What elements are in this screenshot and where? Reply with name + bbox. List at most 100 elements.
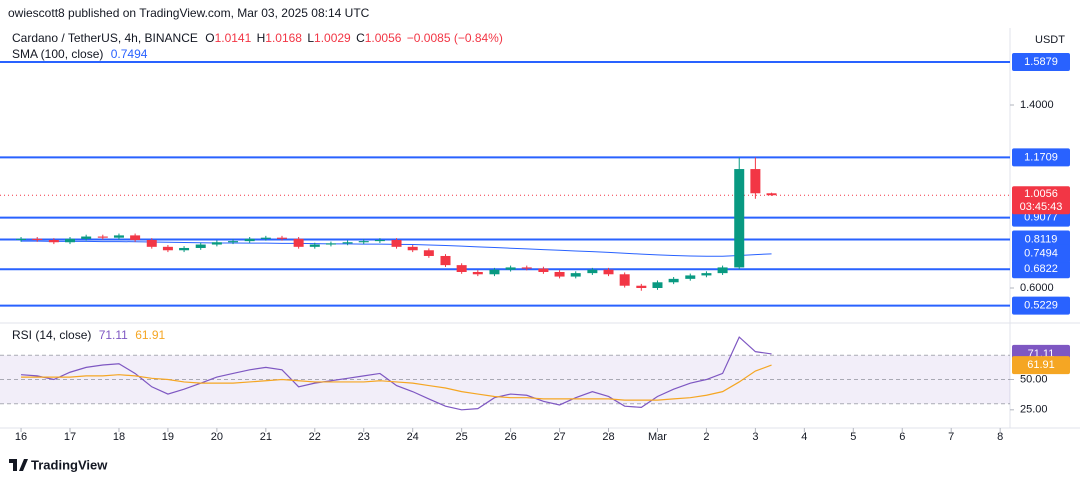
y-tick-label: 25.00 — [1020, 404, 1048, 416]
x-tick-label: 17 — [64, 431, 76, 443]
candle-body — [636, 285, 647, 289]
candle-body — [750, 169, 761, 194]
currency-label: USDT — [1035, 34, 1065, 46]
x-tick-label: 19 — [162, 431, 174, 443]
x-tick-label: 27 — [553, 431, 565, 443]
x-tick-label: 21 — [260, 431, 272, 443]
logo-icon — [9, 459, 28, 471]
symbol-legend: Cardano / TetherUS, 4h, BINANCE O1.0141 … — [12, 31, 503, 45]
ohlc-label: O — [205, 31, 214, 45]
x-tick-label: 8 — [997, 431, 1003, 443]
x-tick-label: 18 — [113, 431, 125, 443]
x-tick-label: 3 — [752, 431, 758, 443]
candle-body — [391, 239, 402, 247]
change: −0.0085 (−0.84%) — [407, 31, 503, 45]
candle-body — [734, 169, 745, 268]
level-label-box — [1012, 230, 1070, 249]
level-label: 0.9077 — [1024, 212, 1058, 224]
author-line: owiescott8 published on TradingView.com,… — [8, 6, 370, 20]
candle-body — [276, 237, 287, 239]
candle-body — [130, 235, 141, 240]
x-tick-label: 26 — [504, 431, 516, 443]
x-tick-label: 2 — [703, 431, 709, 443]
x-tick-label: 7 — [948, 431, 954, 443]
sma-value: 0.7494 — [111, 47, 148, 61]
countdown: 03:45:43 — [1020, 201, 1063, 213]
candle-body — [342, 242, 353, 244]
candle-body — [293, 238, 304, 247]
level-label: 0.6822 — [1024, 263, 1058, 275]
candle-body — [619, 274, 630, 286]
rsi-pane — [0, 336, 1010, 411]
tv-logo: TradingView — [9, 457, 108, 472]
candle-body — [652, 282, 663, 289]
rsi-line — [21, 364, 772, 401]
candle-body — [309, 244, 320, 247]
candle-body — [162, 246, 173, 251]
candle-body — [244, 238, 255, 242]
sma-label: 0.7494 — [1024, 248, 1058, 260]
level-label: 1.5879 — [1024, 56, 1058, 68]
rsi-ma-value: 61.91 — [135, 328, 165, 342]
ohlc-label: L — [307, 31, 314, 45]
x-tick-label: 24 — [407, 431, 419, 443]
logo-text: TradingView — [31, 457, 108, 472]
rsi-title: RSI (14, close) — [12, 328, 91, 342]
candle-body — [358, 241, 369, 243]
candle-body — [489, 269, 500, 275]
y-tick-label: 0.6000 — [1020, 282, 1054, 294]
candle-body — [521, 267, 532, 269]
x-tick-label: 28 — [602, 431, 614, 443]
candle-body — [113, 235, 124, 238]
candle-body — [146, 239, 157, 247]
level-label: 0.5229 — [1024, 300, 1058, 312]
candle-body — [407, 246, 418, 251]
ohlc-value: 1.0168 — [265, 31, 302, 45]
ohlc-label: C — [356, 31, 365, 45]
candle-body — [701, 273, 712, 276]
candle-body — [97, 236, 108, 238]
candle-body — [65, 238, 76, 243]
candle-body — [48, 239, 59, 243]
sma-legend: SMA (100, close) 0.7494 — [12, 47, 148, 61]
candle-body — [570, 273, 581, 277]
x-tick-label: 6 — [899, 431, 905, 443]
price-pane — [0, 61, 1010, 307]
y-tick-label: 1.4000 — [1020, 99, 1054, 111]
ohlc-label: H — [257, 31, 266, 45]
candle-body — [456, 265, 467, 272]
candle-body — [179, 247, 190, 251]
candle-body — [505, 267, 516, 270]
sma-label-box — [1012, 244, 1070, 263]
candle-body — [668, 278, 679, 283]
candle-body — [717, 267, 728, 274]
candle-body — [16, 238, 27, 240]
candle-body — [472, 271, 483, 275]
candle-body — [228, 241, 239, 243]
ohlc-value: 1.0029 — [314, 31, 351, 45]
rsi-value-label-box — [1012, 356, 1070, 375]
candle-body — [685, 275, 696, 279]
candle-body — [423, 250, 434, 256]
price-label: 1.0056 — [1024, 188, 1058, 200]
x-tick-label: 20 — [211, 431, 223, 443]
ohlc-value: 1.0141 — [215, 31, 252, 45]
candle-body — [211, 242, 222, 245]
ohlc-value: 1.0056 — [365, 31, 402, 45]
candle-body — [374, 239, 385, 242]
level-label-box — [1012, 148, 1070, 167]
rsi-legend: RSI (14, close) 71.11 61.91 — [12, 328, 166, 342]
candle-body — [32, 238, 43, 240]
candle-body — [81, 236, 92, 239]
candle-body — [260, 237, 271, 239]
x-tick-label: 16 — [15, 431, 27, 443]
x-tick-label: 4 — [801, 431, 807, 443]
x-tick-label: Mar — [648, 431, 667, 443]
rsi-line — [21, 336, 772, 411]
rsi-value: 71.11 — [99, 328, 128, 342]
candle-body — [195, 244, 206, 248]
level-label: 1.1709 — [1024, 151, 1058, 163]
x-tick-label: 5 — [850, 431, 856, 443]
x-tick-label: 25 — [456, 431, 468, 443]
